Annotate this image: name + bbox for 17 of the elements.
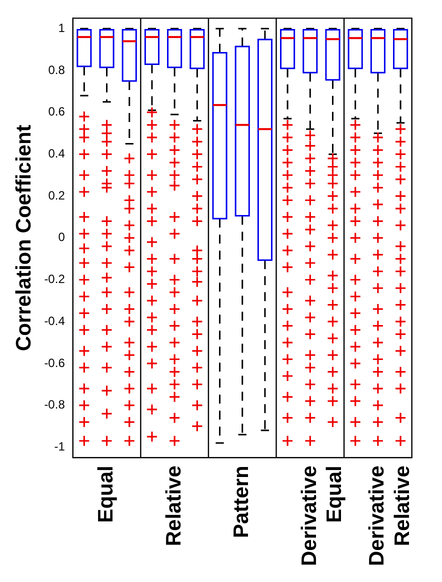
y-tick-label: 0.2: [48, 188, 66, 202]
y-tick-label: 1: [58, 20, 66, 35]
y-tick-label: -0.4: [44, 314, 66, 328]
y-axis-title: Correlation Coefficient: [12, 124, 36, 352]
y-tick-label: 0.8: [48, 62, 66, 77]
y-tick-label: -1: [54, 439, 66, 454]
x-tick-label: Equal: [94, 466, 118, 523]
x-tick-label: Derivative Equal: [298, 466, 346, 566]
x-tick-label: Relative: [162, 466, 186, 546]
y-tick-label: -0.2: [44, 272, 66, 286]
y-tick-label: 0.4: [48, 146, 66, 161]
y-tick-label: -0.8: [44, 398, 66, 412]
y-tick-label: 0.6: [48, 104, 66, 119]
y-tick-label: 0: [58, 230, 66, 244]
x-tick-label: Derivative Relative: [366, 466, 414, 566]
x-tick-label: Pattern: [230, 466, 254, 538]
y-tick-label: -0.6: [44, 356, 66, 370]
